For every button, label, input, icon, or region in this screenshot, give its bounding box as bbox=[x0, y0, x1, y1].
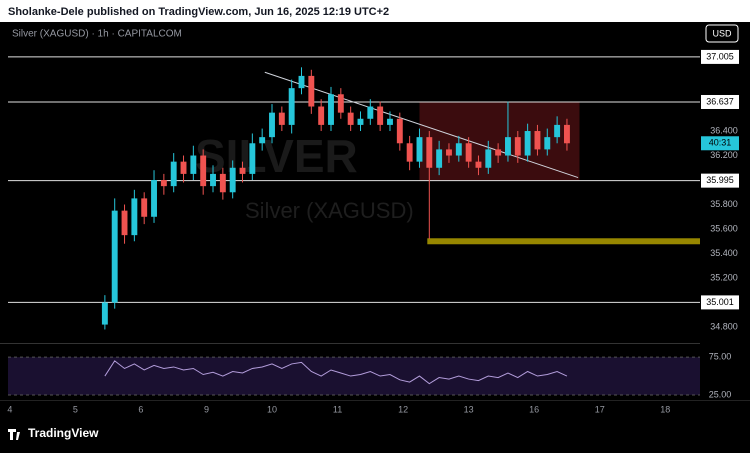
symbol: Silver (XAGUSD) · 1h · CAPITALCOM bbox=[12, 29, 182, 40]
countdown: 40:31 bbox=[709, 138, 732, 148]
candle-body bbox=[308, 75, 315, 107]
candle-body bbox=[259, 137, 266, 144]
candle-body bbox=[544, 137, 551, 150]
trendline bbox=[264, 71, 579, 179]
header-bar bbox=[0, 0, 750, 22]
candle-body bbox=[387, 118, 393, 125]
candle-body bbox=[269, 112, 275, 138]
y-tick-label: 36.400 bbox=[710, 125, 738, 135]
candle-body bbox=[475, 161, 482, 168]
x-tick-label: 13 bbox=[464, 404, 474, 414]
support-zone bbox=[427, 238, 700, 245]
candle-body bbox=[505, 137, 511, 156]
candle-body bbox=[328, 94, 334, 125]
x-tick-label: 11 bbox=[333, 404, 342, 414]
y-tick-label: 35.600 bbox=[710, 223, 738, 233]
candle-body bbox=[377, 106, 384, 125]
candle-body bbox=[495, 149, 502, 156]
x-tick-label: 6 bbox=[138, 404, 143, 414]
pane-separator bbox=[0, 343, 700, 344]
candle-body bbox=[524, 131, 531, 156]
y-tick-label: 34.800 bbox=[710, 321, 738, 331]
candle-body bbox=[436, 149, 443, 168]
candle-body bbox=[160, 180, 167, 187]
watermark: Silver (XAGUSD) bbox=[245, 198, 414, 223]
rsi-tick-label: 75.00 bbox=[709, 351, 732, 361]
candle-body bbox=[180, 161, 187, 174]
candle-body bbox=[347, 112, 354, 125]
x-tick-label: 9 bbox=[204, 404, 209, 414]
level-label: 37.005 bbox=[706, 51, 734, 61]
logo bbox=[8, 429, 20, 440]
candle-body bbox=[151, 180, 157, 217]
candle-body bbox=[278, 112, 285, 125]
candle-body bbox=[318, 106, 325, 125]
header: Sholanke-Dele published on TradingView.c… bbox=[8, 6, 389, 18]
watermark-symbol: SILVER bbox=[195, 130, 358, 182]
candle-body bbox=[534, 131, 541, 150]
price-box bbox=[701, 136, 739, 151]
candle-body bbox=[465, 143, 472, 162]
candle-body bbox=[406, 143, 413, 162]
candle-body bbox=[446, 149, 452, 156]
currency[interactable]: USD bbox=[712, 28, 732, 38]
candle-body bbox=[239, 167, 246, 174]
candle-body bbox=[190, 155, 197, 174]
candle-body bbox=[426, 137, 433, 168]
candle-body bbox=[367, 106, 374, 119]
candle-body bbox=[485, 149, 492, 168]
footer: TradingView bbox=[28, 426, 99, 440]
candle-body bbox=[455, 143, 462, 156]
y-tick-label: 36.200 bbox=[710, 150, 738, 160]
candle-body bbox=[288, 88, 295, 125]
candle-body bbox=[210, 173, 216, 187]
candle-body bbox=[219, 173, 226, 193]
candle-body bbox=[200, 155, 207, 187]
level-box bbox=[701, 295, 739, 310]
candle-body bbox=[357, 118, 364, 125]
level-label: 35.001 bbox=[706, 297, 734, 307]
level-box bbox=[701, 173, 739, 188]
y-tick-label: 35.800 bbox=[710, 199, 738, 209]
candle-body bbox=[554, 124, 561, 138]
level-box bbox=[701, 94, 739, 109]
level-box bbox=[701, 49, 739, 64]
candle-body bbox=[101, 302, 108, 325]
candle-body bbox=[141, 198, 148, 217]
y-tick-label: 35.400 bbox=[710, 248, 738, 258]
x-tick-label: 5 bbox=[73, 404, 78, 414]
x-tick-label: 17 bbox=[595, 404, 605, 414]
rsi-tick-label: 25.00 bbox=[709, 389, 732, 399]
candle-body bbox=[229, 167, 236, 193]
x-tick-label: 18 bbox=[660, 404, 670, 414]
candle-body bbox=[298, 75, 305, 89]
candle-body bbox=[249, 143, 256, 174]
x-tick-label: 12 bbox=[398, 404, 408, 414]
y-tick-label: 35.200 bbox=[710, 272, 738, 282]
rsi-line bbox=[104, 360, 568, 385]
candle-body bbox=[121, 210, 128, 236]
candle-body bbox=[111, 210, 118, 303]
time-axis-line bbox=[0, 400, 750, 401]
candle-body bbox=[514, 137, 521, 156]
candle-body bbox=[416, 137, 423, 162]
x-tick-label: 16 bbox=[529, 404, 539, 414]
x-tick-label: 10 bbox=[267, 404, 277, 414]
rsi-band bbox=[8, 357, 700, 395]
range-box bbox=[419, 101, 580, 181]
candle-body bbox=[396, 118, 403, 144]
level-label: 36.637 bbox=[706, 96, 734, 106]
candle-body bbox=[170, 161, 177, 187]
candle-body bbox=[563, 124, 570, 144]
currency-button[interactable] bbox=[705, 24, 739, 43]
candle-body bbox=[337, 94, 344, 113]
x-tick-label: 4 bbox=[7, 404, 12, 414]
candle-body bbox=[131, 198, 138, 236]
level-label: 35.995 bbox=[706, 175, 734, 185]
